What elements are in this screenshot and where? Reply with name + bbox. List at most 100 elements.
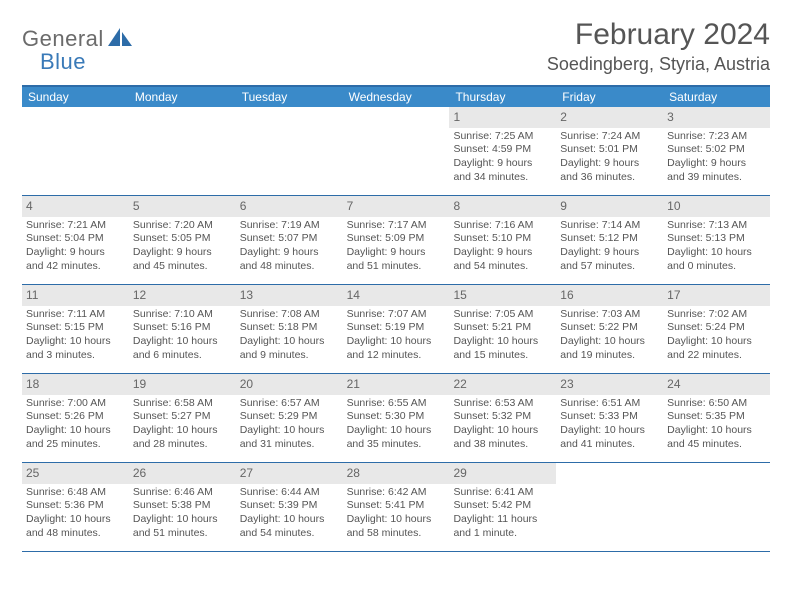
day-cell: 7 Sunrise: 7:17 AMSunset: 5:09 PMDaylight… (343, 196, 450, 284)
day-cell (343, 107, 450, 195)
day-cell: 29Sunrise: 6:41 AMSunset: 5:42 PMDayligh… (449, 463, 556, 551)
day-number: 2 (556, 107, 663, 128)
day-cell: 25Sunrise: 6:48 AMSunset: 5:36 PMDayligh… (22, 463, 129, 551)
day-cell (663, 463, 770, 551)
daylight-text: Daylight: 10 hours and 12 minutes. (347, 335, 446, 362)
day-number: 13 (236, 285, 343, 306)
sunset-text: Sunset: 5:22 PM (560, 321, 659, 335)
daylight-text: Daylight: 10 hours and 3 minutes. (26, 335, 125, 362)
day-number: 20 (236, 374, 343, 395)
dow-cell: Thursday (449, 87, 556, 107)
day-cell: 14Sunrise: 7:07 AMSunset: 5:19 PMDayligh… (343, 285, 450, 373)
day-number: 18 (22, 374, 129, 395)
sunset-text: Sunset: 5:21 PM (453, 321, 552, 335)
sunset-text: Sunset: 5:42 PM (453, 499, 552, 513)
sunrise-text: Sunrise: 6:46 AM (133, 486, 232, 500)
day-cell: 9Sunrise: 7:14 AMSunset: 5:12 PMDaylight… (556, 196, 663, 284)
day-number: 16 (556, 285, 663, 306)
dow-cell: Monday (129, 87, 236, 107)
sunrise-text: Sunrise: 7:19 AM (240, 219, 339, 233)
daylight-text: Daylight: 10 hours and 54 minutes. (240, 513, 339, 540)
day-number: 12 (129, 285, 236, 306)
dow-cell: Saturday (663, 87, 770, 107)
daylight-text: Daylight: 10 hours and 28 minutes. (133, 424, 232, 451)
sunrise-text: Sunrise: 6:41 AM (453, 486, 552, 500)
week-row: 4 Sunrise: 7:21 AMSunset: 5:04 PM Daylight… (22, 196, 770, 285)
day-cell: 20Sunrise: 6:57 AMSunset: 5:29 PMDayligh… (236, 374, 343, 462)
daylight-text: Daylight: 9 hours and 34 minutes. (453, 157, 552, 184)
sunrise-text: Sunrise: 7:08 AM (240, 308, 339, 322)
day-cell: 5Sunrise: 7:20 AMSunset: 5:05 PMDaylight… (129, 196, 236, 284)
logo-sail-icon (108, 28, 134, 53)
sunset-text: Sunset: 5:07 PM (240, 232, 339, 246)
day-number: 8 (449, 196, 556, 217)
sunrise-text: Sunrise: 7:14 AM (560, 219, 659, 233)
sunset-text: Sunset: 5:26 PM (26, 410, 125, 424)
sunset-text: Sunset: 5:38 PM (133, 499, 232, 513)
day-cell (236, 107, 343, 195)
day-cell: 12Sunrise: 7:10 AMSunset: 5:16 PMDayligh… (129, 285, 236, 373)
sunrise-text: Sunrise: 7:20 AM (133, 219, 232, 233)
day-number: 7 (343, 196, 450, 217)
daylight-text: Daylight: 10 hours and 9 minutes. (240, 335, 339, 362)
daylight-text: Daylight: 9 hours and 51 minutes. (347, 246, 446, 273)
day-number: 23 (556, 374, 663, 395)
daylight-text: Daylight: 10 hours and 58 minutes. (347, 513, 446, 540)
day-cell: 2Sunrise: 7:24 AMSunset: 5:01 PMDaylight… (556, 107, 663, 195)
day-number: 10 (663, 196, 770, 217)
sunset-text: Sunset: 5:35 PM (667, 410, 766, 424)
sunset-text: Sunset: 5:33 PM (560, 410, 659, 424)
daylight-text: Daylight: 10 hours and 51 minutes. (133, 513, 232, 540)
day-number: 14 (343, 285, 450, 306)
day-number: 1 (449, 107, 556, 128)
day-cell: 6Sunrise: 7:19 AMSunset: 5:07 PMDaylight… (236, 196, 343, 284)
daylight-text: Daylight: 10 hours and 35 minutes. (347, 424, 446, 451)
sunset-text: Sunset: 5:16 PM (133, 321, 232, 335)
day-number: 29 (449, 463, 556, 484)
week-row: 11Sunrise: 7:11 AMSunset: 5:15 PMDayligh… (22, 285, 770, 374)
sunrise-text: Sunrise: 7:11 AM (26, 308, 125, 322)
sunset-text: Sunset: 4:59 PM (453, 143, 552, 157)
sunset-text: Sunset: 5:12 PM (560, 232, 659, 246)
daylight-text: Daylight: 10 hours and 22 minutes. (667, 335, 766, 362)
day-number: 5 (129, 196, 236, 217)
daylight-text: Daylight: 9 hours and 45 minutes. (133, 246, 232, 273)
sunset-text: Sunset: 5:18 PM (240, 321, 339, 335)
day-cell: 27Sunrise: 6:44 AMSunset: 5:39 PMDayligh… (236, 463, 343, 551)
sunrise-text: Sunrise: 7:05 AM (453, 308, 552, 322)
dow-row: SundayMondayTuesdayWednesdayThursdayFrid… (22, 87, 770, 107)
day-number: 17 (663, 285, 770, 306)
day-number: 24 (663, 374, 770, 395)
calendar: SundayMondayTuesdayWednesdayThursdayFrid… (22, 85, 770, 552)
sunrise-text: Sunrise: 7:00 AM (26, 397, 125, 411)
day-cell: 11Sunrise: 7:11 AMSunset: 5:15 PMDayligh… (22, 285, 129, 373)
dow-cell: Friday (556, 87, 663, 107)
daylight-text: Daylight: 10 hours and 0 minutes. (667, 246, 766, 273)
weeks-container: 1Sunrise: 7:25 AMSunset: 4:59 PMDaylight… (22, 107, 770, 552)
daylight-text: Daylight: 10 hours and 25 minutes. (26, 424, 125, 451)
sunrise-text: Sunrise: 7:17 AM (347, 219, 446, 233)
sunrise-text: Sunrise: 7:02 AM (667, 308, 766, 322)
day-number: 4 (22, 196, 129, 217)
day-number: 25 (22, 463, 129, 484)
sunrise-text: Sunrise: 7:21 AM (26, 219, 125, 233)
sunrise-text: Sunrise: 6:51 AM (560, 397, 659, 411)
daylight-text: Daylight: 9 hours and 39 minutes. (667, 157, 766, 184)
day-cell: 17 Sunrise: 7:02 AMSunset: 5:24 PMDayligh… (663, 285, 770, 373)
day-cell: 18 Sunrise: 7:00 AMSunset: 5:26 PMDayligh… (22, 374, 129, 462)
sunrise-text: Sunrise: 6:53 AM (453, 397, 552, 411)
sunset-text: Sunset: 5:09 PM (347, 232, 446, 246)
sunrise-text: Sunrise: 6:44 AM (240, 486, 339, 500)
week-row: 18Sunrise: 7:00 AMSunset: 5:26 PMDayligh… (22, 374, 770, 463)
sunset-text: Sunset: 5:36 PM (26, 499, 125, 513)
day-cell: 4Sunrise: 7:21 AMSunset: 5:04 PMDaylight… (22, 196, 129, 284)
sunset-text: Sunset: 5:24 PM (667, 321, 766, 335)
sunset-text: Sunset: 5:13 PM (667, 232, 766, 246)
day-number: 22 (449, 374, 556, 395)
sunset-text: Sunset: 5:41 PM (347, 499, 446, 513)
sunrise-text: Sunrise: 6:58 AM (133, 397, 232, 411)
sunset-text: Sunset: 5:04 PM (26, 232, 125, 246)
sunset-text: Sunset: 5:01 PM (560, 143, 659, 157)
day-number: 27 (236, 463, 343, 484)
sunrise-text: Sunrise: 7:03 AM (560, 308, 659, 322)
